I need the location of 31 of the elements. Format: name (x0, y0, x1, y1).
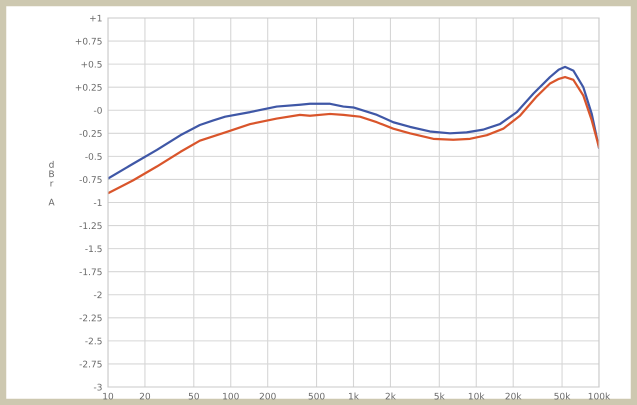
y-tick-label: -0.25 (80, 130, 102, 137)
x-tick-label: 200 (260, 392, 276, 400)
y-tick-label: -3 (94, 384, 102, 391)
y-tick-label: +0.25 (76, 84, 102, 91)
y-tick-label: +0.75 (76, 38, 102, 45)
y-tick-label: -1.5 (85, 245, 102, 252)
y-tick-label: -1 (94, 199, 102, 206)
x-tick-label: 100 (223, 392, 239, 400)
x-tick-label: 50k (554, 392, 570, 400)
x-tick-label: 20k (506, 392, 522, 400)
x-tick-label: 10 (103, 392, 114, 400)
x-tick-label: 50 (188, 392, 199, 400)
x-tick-label: 1k (349, 392, 359, 400)
x-tick-label: 2k (386, 392, 396, 400)
x-tick-label: 500 (308, 392, 325, 400)
x-tick-label: 10k (468, 392, 485, 400)
y-tick-label: -2.5 (85, 338, 102, 344)
y-tick-label: -2.75 (80, 360, 102, 368)
y-tick-label: -0 (94, 106, 102, 114)
text: dBr A (48, 160, 55, 206)
y-tick-label: -0.75 (80, 176, 102, 183)
y-tick-label: +0.5 (81, 60, 102, 68)
y-tick-label: -2.25 (80, 314, 102, 322)
x-tick-label: 20 (140, 392, 150, 400)
y-tick-label: -1.75 (80, 268, 102, 276)
y-tick-label: -1.25 (80, 222, 102, 230)
y-tick-label: -2 (94, 291, 102, 298)
y-tick-label: -0.5 (85, 153, 102, 160)
x-tick-label: 5k (434, 392, 445, 400)
x-tick-label: 100k (588, 392, 610, 400)
y-tick-label: +1 (90, 14, 102, 22)
